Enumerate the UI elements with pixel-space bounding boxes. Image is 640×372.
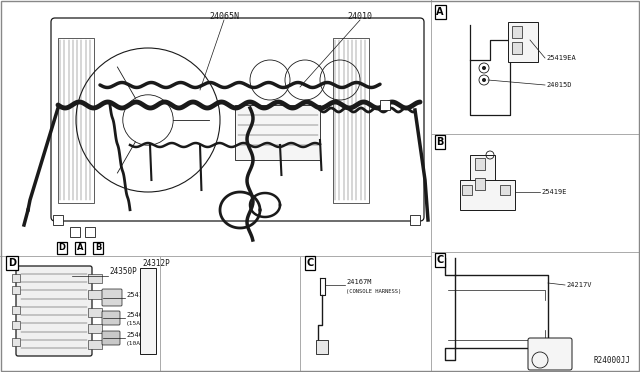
Circle shape [482, 66, 486, 70]
Bar [500, 185, 510, 195]
Bar [235, 105, 320, 160]
Circle shape [482, 78, 486, 82]
Bar [380, 100, 390, 110]
FancyBboxPatch shape [102, 331, 120, 345]
Text: B: B [95, 244, 101, 253]
Bar [53, 215, 63, 225]
Bar [140, 268, 156, 354]
Text: 24312P: 24312P [142, 260, 170, 269]
Bar [512, 42, 522, 54]
Bar [85, 227, 95, 237]
Bar [410, 215, 420, 225]
Text: 25419EA: 25419EA [546, 55, 576, 61]
Bar [88, 274, 102, 283]
Text: 24065N: 24065N [209, 12, 239, 21]
Bar [460, 180, 515, 210]
FancyBboxPatch shape [102, 289, 122, 306]
Text: 25419E: 25419E [541, 189, 566, 195]
Bar [12, 286, 20, 294]
Text: 24010: 24010 [348, 12, 372, 21]
Bar [12, 306, 20, 314]
Text: D: D [8, 258, 16, 268]
Text: D: D [58, 244, 65, 253]
Text: 25464: 25464 [126, 332, 147, 338]
Text: C: C [307, 258, 314, 268]
Text: 25410G: 25410G [126, 292, 152, 298]
Bar [512, 26, 522, 38]
Text: R24000JJ: R24000JJ [593, 356, 630, 365]
FancyBboxPatch shape [102, 311, 120, 325]
Bar [12, 321, 20, 329]
Text: (15A): (15A) [126, 321, 145, 326]
Text: B: B [436, 137, 444, 147]
Text: (10A): (10A) [126, 340, 145, 346]
Bar [88, 308, 102, 317]
Text: A: A [436, 7, 444, 17]
Text: 24217V: 24217V [566, 282, 591, 288]
Text: 24350P: 24350P [109, 267, 137, 276]
Bar [508, 22, 538, 62]
Text: C: C [436, 255, 444, 265]
Bar [70, 227, 80, 237]
Text: (CONSOLE HARNESS): (CONSOLE HARNESS) [346, 289, 401, 295]
Bar [12, 274, 20, 282]
Bar [12, 338, 20, 346]
FancyBboxPatch shape [51, 18, 424, 221]
Text: 25464: 25464 [126, 312, 147, 318]
Bar [333, 38, 369, 203]
FancyBboxPatch shape [528, 338, 572, 370]
Bar [88, 340, 102, 349]
Bar [462, 185, 472, 195]
Bar [88, 290, 102, 299]
Bar [58, 38, 94, 203]
Bar [475, 178, 485, 190]
Bar [88, 324, 102, 333]
Text: A: A [77, 244, 83, 253]
Bar [475, 158, 485, 170]
Text: 24167M: 24167M [346, 279, 371, 285]
Bar [316, 340, 328, 354]
Text: 24015D: 24015D [546, 82, 572, 88]
Bar [470, 155, 495, 210]
FancyBboxPatch shape [16, 266, 92, 356]
